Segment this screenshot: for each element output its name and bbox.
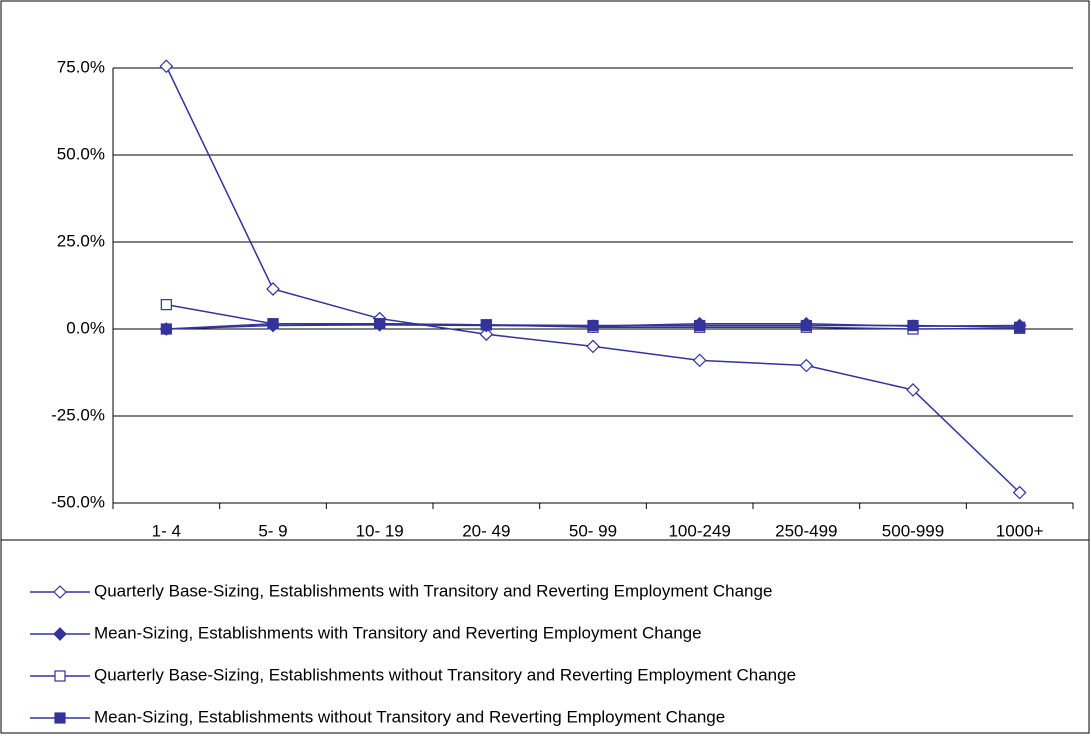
point-marker <box>906 383 920 397</box>
point-marker <box>800 319 812 332</box>
x-tick-label: 1000+ <box>996 521 1044 540</box>
point-marker <box>159 59 174 74</box>
y-tick-label: 50.0% <box>57 144 105 163</box>
point-marker <box>160 299 172 311</box>
legend-label: Quarterly Base-Sizing, Establishments wi… <box>94 581 772 600</box>
legend-marker <box>53 627 67 641</box>
x-tick-label: 10- 19 <box>356 521 404 540</box>
y-tick-label: -25.0% <box>51 405 105 424</box>
point-marker <box>267 318 279 330</box>
x-tick-label: 100-249 <box>668 521 730 540</box>
point-marker <box>160 323 172 335</box>
legend-label: Mean-Sizing, Establishments without Tran… <box>94 707 725 726</box>
point-marker <box>692 353 707 368</box>
legend-frame <box>0 539 1090 734</box>
x-tick-label: 5- 9 <box>258 521 287 540</box>
point-marker <box>587 319 599 332</box>
point-marker <box>694 319 706 332</box>
point-marker <box>1012 485 1027 500</box>
y-tick-label: 75.0% <box>57 57 105 76</box>
point-marker <box>1014 321 1026 333</box>
legend-marker <box>53 585 67 599</box>
point-marker <box>586 339 600 354</box>
point-marker <box>266 282 280 296</box>
x-tick-label: 1- 4 <box>152 521 181 540</box>
x-tick-label: 250-499 <box>775 521 837 540</box>
point-marker <box>374 318 386 330</box>
point-marker <box>799 358 814 373</box>
point-marker <box>479 327 494 342</box>
x-tick-label: 20- 49 <box>462 521 510 540</box>
legend-marker <box>54 712 66 724</box>
x-tick-label: 50- 99 <box>569 521 617 540</box>
y-tick-label: 0.0% <box>66 318 105 337</box>
x-tick-label: 500-999 <box>882 521 944 540</box>
legend-label: Mean-Sizing, Establishments with Transit… <box>94 623 702 642</box>
point-marker <box>480 319 492 331</box>
y-tick-label: -50.0% <box>51 492 105 511</box>
point-marker <box>907 319 919 332</box>
legend-label: Quarterly Base-Sizing, Establishments wi… <box>94 665 796 684</box>
legend-marker <box>54 670 66 682</box>
y-tick-label: 25.0% <box>57 231 105 250</box>
